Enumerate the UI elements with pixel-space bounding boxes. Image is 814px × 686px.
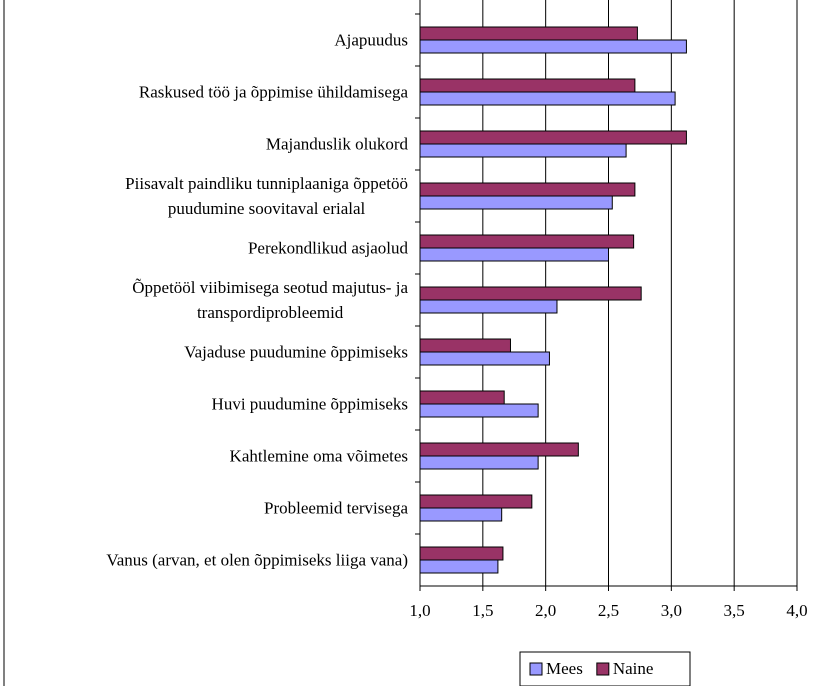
legend-label: Naine	[613, 659, 654, 678]
category-label: Probleemid tervisega	[264, 498, 408, 518]
x-tick-label: 1,0	[409, 601, 430, 620]
bar	[419, 286, 642, 301]
category-label: Õppetööl viibimisega seotud majutus- ja …	[132, 278, 408, 322]
bar	[419, 39, 687, 54]
bar	[419, 507, 503, 522]
bar	[419, 455, 539, 470]
x-tick-label: 3,0	[661, 601, 682, 620]
bar	[419, 390, 505, 405]
bar	[419, 78, 636, 93]
bar	[419, 91, 676, 106]
category-label: Ajapuudus	[334, 30, 408, 50]
bar	[419, 26, 638, 41]
bar	[419, 559, 499, 574]
category-label: Huvi puudumine õppimiseks	[211, 394, 408, 414]
category-label: Majanduslik olukord	[265, 134, 408, 154]
x-tick-label: 1,5	[472, 601, 493, 620]
category-label: Kahtlemine oma võimetes	[229, 446, 408, 466]
bar	[419, 351, 550, 366]
bar	[419, 247, 609, 262]
x-tick-label: 4,0	[786, 601, 807, 620]
category-label: Vajaduse puudumine õppimiseks	[184, 342, 408, 362]
bar	[419, 182, 636, 197]
x-tick-label: 2,0	[535, 601, 556, 620]
legend-swatch	[596, 662, 610, 676]
bar	[419, 442, 579, 457]
category-label: Piisavalt paindliku tunniplaaniga õppetö…	[125, 174, 408, 218]
bar	[419, 546, 504, 561]
x-tick-label: 3,5	[724, 601, 745, 620]
category-label: Raskused töö ja õppimise ühildamisega	[138, 82, 408, 102]
bar	[419, 234, 635, 249]
bar	[419, 403, 539, 418]
bar	[419, 299, 558, 314]
category-label: Vanus (arvan, et olen õppimiseks liiga v…	[106, 550, 408, 570]
x-tick-label: 2,5	[598, 601, 619, 620]
category-label: Perekondlikud asjaolud	[247, 238, 408, 258]
bar	[419, 195, 613, 210]
bar	[419, 338, 511, 353]
bar	[419, 130, 687, 145]
bar	[419, 494, 533, 509]
legend-label: Mees	[546, 659, 583, 678]
legend-swatch	[529, 662, 543, 676]
bar	[419, 143, 627, 158]
